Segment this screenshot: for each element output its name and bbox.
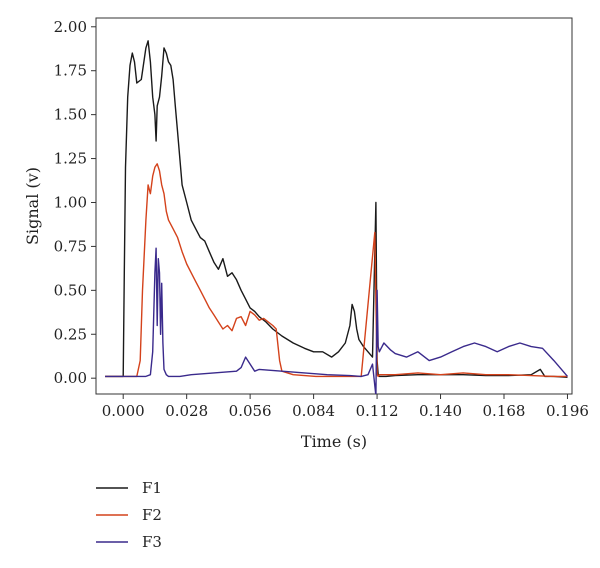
legend-label-f3: F3 <box>142 533 162 551</box>
x-tick-label: 0.168 <box>483 402 526 420</box>
series-layer <box>105 40 569 394</box>
x-tick-label: 0.028 <box>165 402 208 420</box>
x-tick-label: 0.084 <box>292 402 335 420</box>
x-tick-label: 0.112 <box>356 402 399 420</box>
x-tick-label: 0.196 <box>546 402 589 420</box>
x-tick-label: 0.000 <box>102 402 145 420</box>
x-axis-title: Time (s) <box>301 432 367 451</box>
legend-label-f2: F2 <box>142 506 162 524</box>
y-axis: 0.00 0.25 0.50 0.75 1.00 1.25 1.50 1.75 2.00 <box>54 18 96 387</box>
y-tick-label: 0.25 <box>54 325 87 343</box>
series-line-f3 <box>105 247 569 394</box>
y-tick-label: 0.75 <box>54 237 87 255</box>
y-tick-label: 2.00 <box>54 18 87 36</box>
y-tick-label: 1.25 <box>54 150 87 168</box>
y-axis-title: Signal (v) <box>23 167 42 245</box>
y-tick-label: 0.50 <box>54 281 87 299</box>
y-tick-label: 1.75 <box>54 62 87 80</box>
y-tick-label: 1.50 <box>54 106 87 124</box>
legend: F1 F2 F3 <box>96 479 162 551</box>
y-tick-label: 1.00 <box>54 193 87 211</box>
series-line-f1 <box>105 40 568 378</box>
x-axis: 0.000 0.028 0.056 0.084 0.112 0.140 0.168 0.196 <box>102 394 589 420</box>
series-line-f2 <box>105 163 568 378</box>
x-tick-label: 0.140 <box>419 402 462 420</box>
x-tick-label: 0.056 <box>229 402 272 420</box>
plot-frame <box>95 17 573 395</box>
legend-label-f1: F1 <box>142 479 162 497</box>
y-tick-label: 0.00 <box>54 369 87 387</box>
